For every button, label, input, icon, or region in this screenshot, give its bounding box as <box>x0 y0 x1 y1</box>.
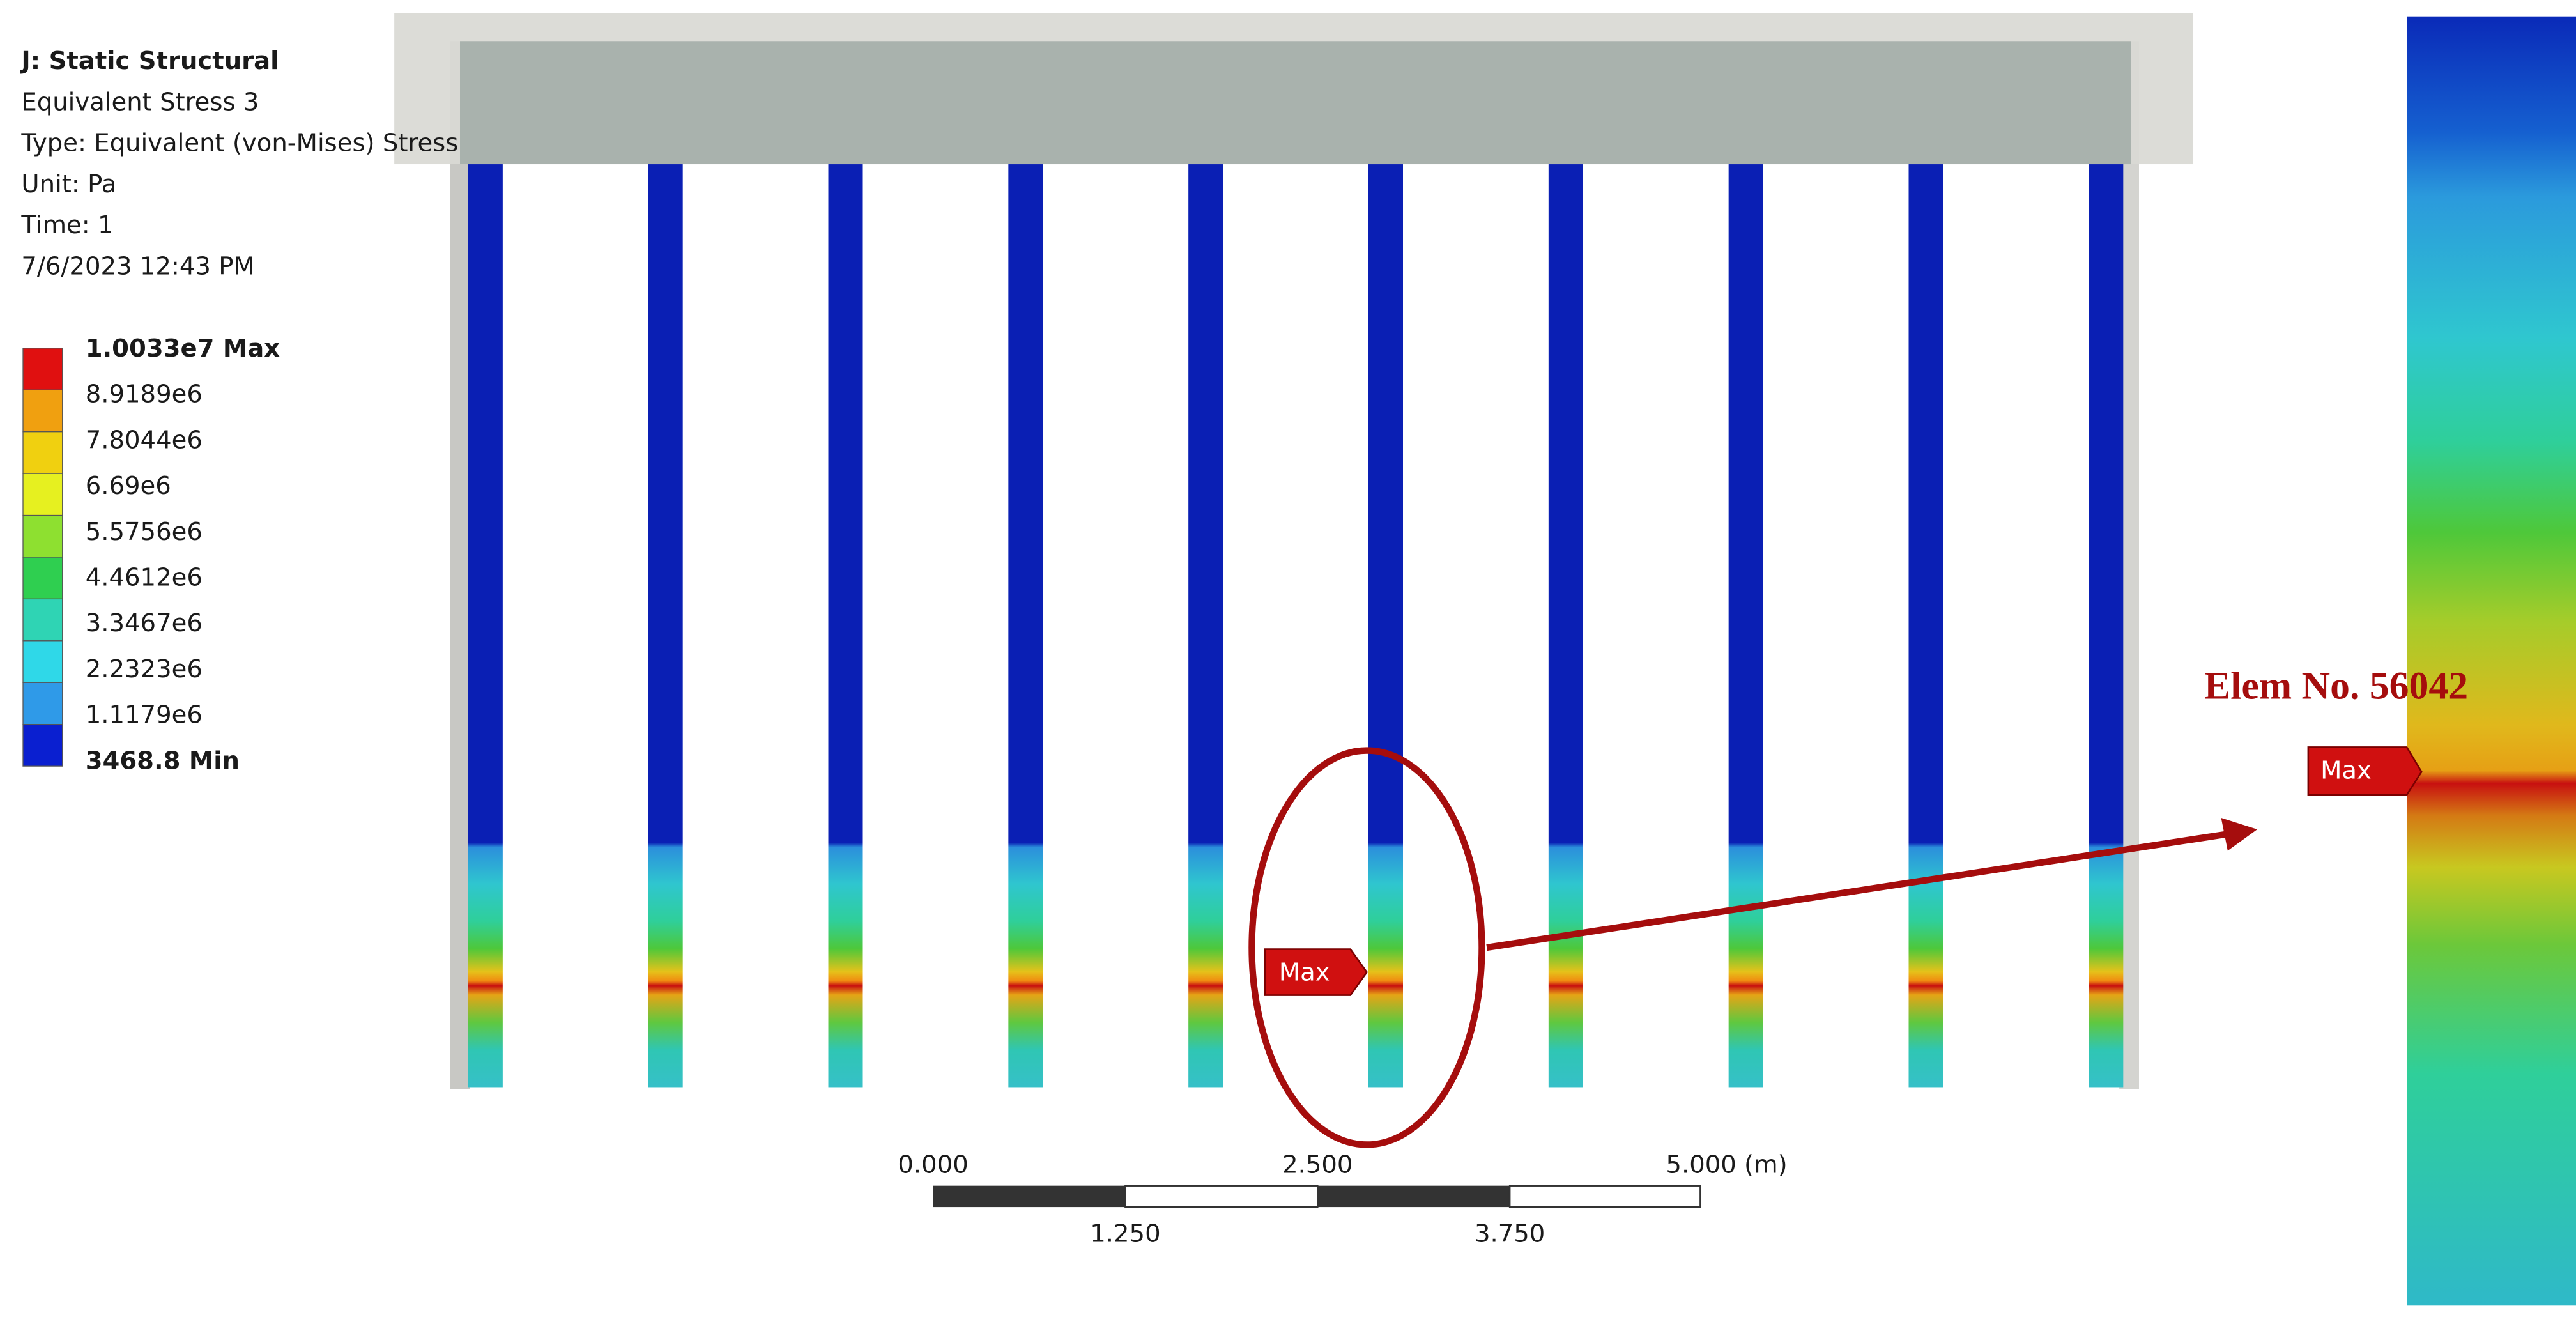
scale-segment <box>1124 1185 1319 1208</box>
legend-label: 1.1179e6 <box>86 701 203 730</box>
legend-swatch <box>22 431 63 474</box>
highlight-ellipse <box>1248 747 1485 1148</box>
column <box>648 164 683 1088</box>
zoom-column <box>2407 16 2576 1306</box>
column <box>1728 164 1763 1088</box>
arrow-head <box>2221 817 2258 851</box>
legend-swatch <box>22 724 63 767</box>
arrow-line <box>1486 831 2227 951</box>
beam-core <box>460 41 2131 165</box>
frame-left <box>450 41 470 1089</box>
column <box>1368 164 1403 1088</box>
column <box>828 164 863 1088</box>
legend-swatch <box>22 348 63 390</box>
legend-label: 5.5756e6 <box>86 518 203 546</box>
scale-label: 3.750 <box>1475 1219 1545 1248</box>
legend-label: 6.69e6 <box>86 472 171 500</box>
scale-segment <box>1317 1185 1510 1208</box>
legend-swatch <box>22 389 63 433</box>
column <box>1548 164 1583 1088</box>
header-line: Unit: Pa <box>21 170 116 199</box>
legend: 1.0033e7 Max 8.9189e6 7.8044e6 6.69e6 5.5756… <box>22 334 280 775</box>
column <box>2089 164 2124 1088</box>
header-line: Time: 1 <box>20 211 113 240</box>
scale-label: 2.500 <box>1282 1150 1353 1179</box>
max-marker <box>2307 746 2423 796</box>
scale-label: 5.000 (m) <box>1666 1150 1787 1179</box>
column <box>1908 164 1943 1088</box>
legend-label: 1.0033e7 Max <box>86 334 280 363</box>
scale-segment <box>933 1185 1126 1208</box>
scale-label: 1.250 <box>1090 1219 1160 1248</box>
max-marker <box>1264 948 1368 996</box>
scale-bar: 0.000 2.500 5.000 (m) 1.250 3.750 <box>898 1150 1787 1248</box>
legend-swatch <box>22 598 63 642</box>
legend-label: 3468.8 Min <box>86 746 240 775</box>
element-annotation: Elem No. 56042 <box>2204 665 2468 708</box>
header-line: 7/6/2023 12:43 PM <box>21 252 254 281</box>
max-label: Max <box>2320 756 2372 785</box>
max-label: Max <box>1279 958 1330 987</box>
header-title: J: Static Structural <box>19 47 279 75</box>
column <box>1008 164 1043 1088</box>
legend-label: 2.2323e6 <box>86 655 203 684</box>
legend-swatch <box>22 557 63 600</box>
legend-label: 8.9189e6 <box>86 380 203 409</box>
legend-label: 7.8044e6 <box>86 426 203 454</box>
legend-swatch <box>22 473 63 516</box>
legend-swatch <box>22 682 63 725</box>
header-line: Type: Equivalent (von-Mises) Stress <box>20 129 458 158</box>
legend-label: 3.3467e6 <box>86 609 203 638</box>
legend-label: 4.4612e6 <box>86 563 203 592</box>
column <box>1188 164 1223 1088</box>
legend-swatch <box>22 640 63 683</box>
legend-swatch <box>22 514 63 558</box>
header-lines: Equivalent Stress 3 Type: Equivalent (von… <box>20 88 458 281</box>
scale-segment <box>1508 1185 1701 1208</box>
scale-label: 0.000 <box>898 1150 968 1179</box>
header-line: Equivalent Stress 3 <box>21 88 259 116</box>
column <box>468 164 503 1088</box>
